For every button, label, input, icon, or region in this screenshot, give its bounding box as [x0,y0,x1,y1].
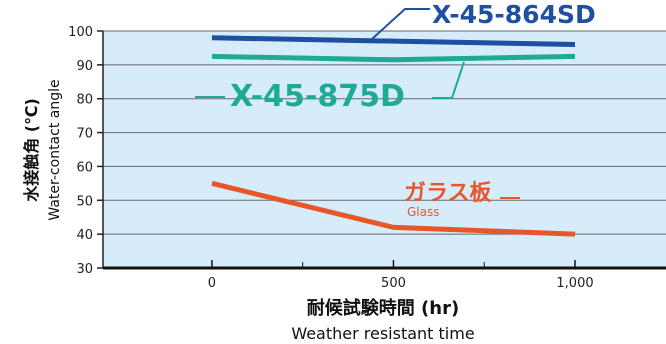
x-tick-label: 1,000 [556,276,593,291]
label-glass: ガラス板 Glass [404,181,520,219]
leader-line [432,61,465,99]
y-tick-label: 70 [76,127,93,142]
y-tick-label: 90 [76,59,93,74]
series-line [211,180,576,237]
series-label-glass: ガラス板 [404,181,493,206]
series-label-x45-875d: X-45-875D [230,79,405,114]
series-label-glass-en: Glass [407,205,440,219]
label-x45-864sd: X-45-864SD [371,0,596,40]
series-label-x45-864sd: X-45-864SD [432,0,596,29]
y-tick-label: 40 [76,228,93,243]
y-axis-title-en: Water-contact angle [47,79,63,220]
y-tick-label: 100 [68,25,93,40]
y-tick-label: 80 [76,93,93,108]
x-axis-title: 耐候試験時間 (hr) [307,297,459,319]
y-tick-label: 30 [76,262,93,277]
grid-lines [103,30,666,235]
plot-area [103,31,666,268]
x-tick-label: 500 [381,276,406,291]
x-axis: 0 500 1,000 [103,260,666,291]
y-tick-label: 50 [76,194,93,209]
series-line [211,53,576,63]
x-axis-title-en: Weather resistant time [291,324,474,343]
y-axis: 30 40 50 60 70 80 90 100 [68,25,104,277]
x-tick-label: 0 [208,276,216,291]
series-line [211,35,576,48]
y-tick-label: 60 [76,160,93,175]
y-axis-title: 水接触角 (℃) [22,98,41,202]
series-group [211,35,576,237]
label-x45-875d: X-45-875D [195,61,465,114]
